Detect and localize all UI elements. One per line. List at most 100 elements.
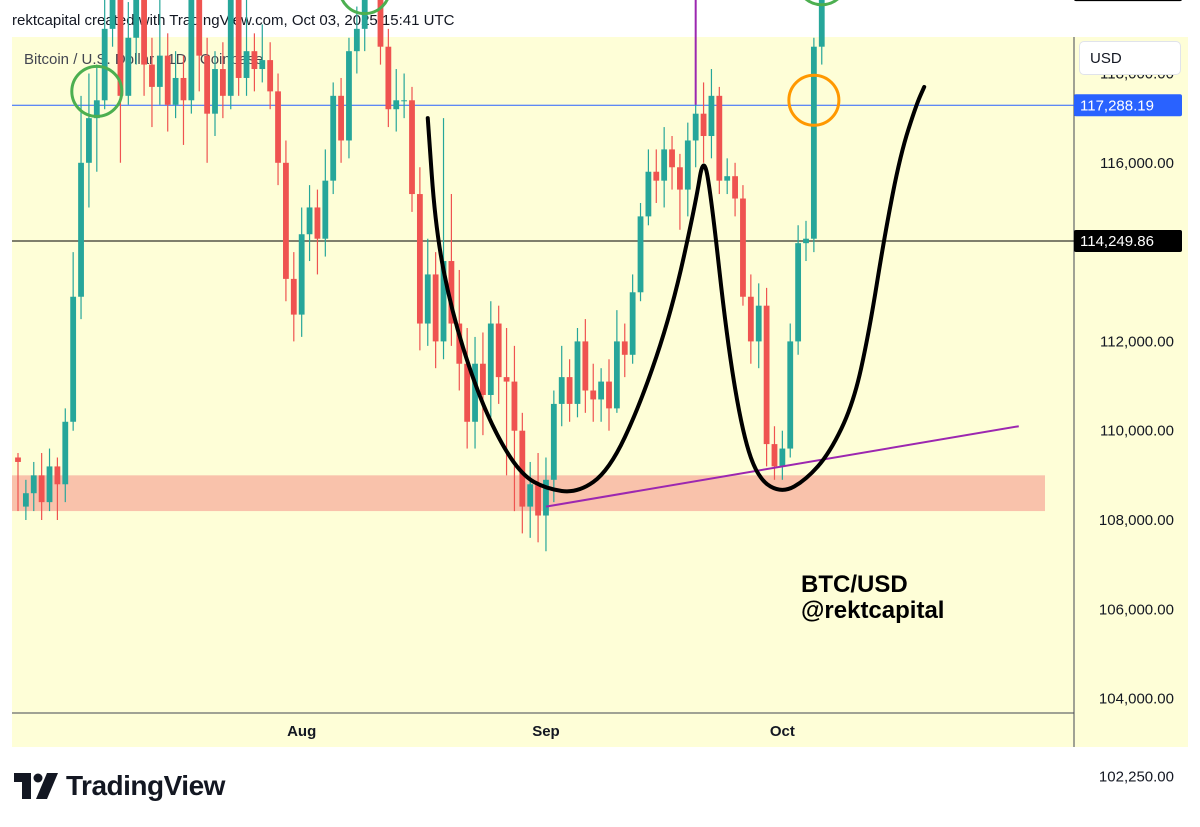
candle[interactable] (527, 461, 534, 538)
candle[interactable] (141, 0, 147, 96)
candle[interactable] (125, 2, 132, 105)
candle[interactable] (424, 238, 431, 346)
candle[interactable] (535, 453, 541, 543)
candle[interactable] (38, 453, 45, 520)
candle[interactable] (109, 0, 116, 47)
candle[interactable] (377, 0, 384, 65)
candle[interactable] (582, 319, 589, 413)
candle[interactable] (629, 274, 636, 364)
highlight-circle-2[interactable] (797, 0, 847, 7)
candle[interactable] (235, 0, 242, 96)
candle[interactable] (164, 33, 171, 132)
candle[interactable] (606, 359, 612, 431)
candle[interactable] (204, 37, 211, 163)
candle[interactable] (267, 42, 274, 110)
candle[interactable] (322, 149, 329, 257)
candle[interactable] (795, 225, 802, 355)
candle[interactable] (86, 73, 92, 208)
candle[interactable] (227, 0, 234, 110)
candle[interactable] (684, 122, 691, 217)
candle[interactable] (645, 149, 652, 226)
candle[interactable] (653, 149, 660, 203)
candle[interactable] (747, 274, 754, 364)
candle[interactable] (779, 430, 786, 480)
candle[interactable] (669, 136, 675, 190)
candle[interactable] (283, 140, 289, 302)
candle[interactable] (393, 69, 400, 132)
candle[interactable] (732, 162, 738, 217)
candle[interactable] (637, 202, 644, 302)
candle[interactable] (740, 185, 746, 306)
candle[interactable] (353, 6, 360, 74)
candle[interactable] (416, 167, 423, 351)
candle[interactable] (212, 51, 218, 137)
currency-button[interactable]: USD (1080, 42, 1180, 74)
candle[interactable] (46, 448, 53, 512)
candle[interactable] (803, 220, 809, 262)
candle[interactable] (275, 73, 281, 186)
candle[interactable] (700, 82, 707, 163)
candle[interactable] (149, 37, 155, 128)
candle[interactable] (70, 252, 77, 431)
candle[interactable] (598, 368, 605, 422)
highlight-circle-3[interactable] (787, 73, 841, 127)
cup-and-handle-drawing[interactable] (425, 84, 927, 494)
candle[interactable] (755, 283, 762, 369)
candle[interactable] (511, 345, 518, 512)
candle[interactable] (590, 363, 597, 422)
highlight-circle-1[interactable] (340, 0, 390, 16)
candle[interactable] (472, 336, 478, 449)
candle[interactable] (566, 359, 573, 422)
candle[interactable] (708, 69, 715, 159)
candle[interactable] (818, 0, 825, 65)
candle[interactable] (621, 323, 628, 378)
candle[interactable] (330, 82, 337, 195)
tradingview-logo[interactable]: TradingView (14, 770, 225, 802)
candle[interactable] (432, 252, 439, 369)
candle[interactable] (306, 185, 313, 262)
candle[interactable] (440, 118, 447, 360)
candle[interactable] (314, 189, 321, 275)
candle[interactable] (613, 310, 620, 413)
candle[interactable] (543, 457, 549, 552)
candle[interactable] (54, 457, 61, 520)
candle[interactable] (409, 86, 415, 212)
candle[interactable] (298, 207, 305, 337)
candle[interactable] (196, 0, 203, 92)
candle[interactable] (810, 37, 817, 253)
candle[interactable] (716, 86, 723, 195)
candle[interactable] (188, 0, 195, 114)
candle[interactable] (101, 0, 108, 110)
candle[interactable] (677, 153, 683, 230)
candle[interactable] (219, 42, 226, 119)
candle[interactable] (78, 95, 84, 320)
candle[interactable] (338, 77, 344, 163)
candle[interactable] (243, 0, 250, 96)
candle[interactable] (558, 345, 565, 427)
candle[interactable] (495, 305, 502, 404)
candle[interactable] (464, 328, 471, 449)
candle[interactable] (448, 194, 455, 346)
candle[interactable] (62, 408, 69, 503)
candle[interactable] (251, 33, 258, 92)
candle[interactable] (385, 28, 392, 128)
highlight-circle-0[interactable] (70, 64, 124, 118)
candle[interactable] (661, 127, 668, 208)
candle[interactable] (30, 461, 37, 512)
candle[interactable] (763, 287, 770, 467)
candle[interactable] (290, 252, 297, 342)
candle[interactable] (180, 55, 187, 145)
candle[interactable] (22, 479, 29, 520)
candle[interactable] (724, 158, 731, 195)
candle[interactable] (15, 453, 21, 512)
candle[interactable] (172, 51, 179, 119)
candle[interactable] (156, 0, 163, 105)
candle[interactable] (480, 332, 486, 436)
candle[interactable] (574, 328, 581, 418)
candle[interactable] (93, 64, 100, 172)
candle[interactable] (550, 390, 557, 503)
candle[interactable] (771, 426, 778, 480)
candle[interactable] (259, 24, 266, 83)
candle[interactable] (117, 0, 124, 163)
